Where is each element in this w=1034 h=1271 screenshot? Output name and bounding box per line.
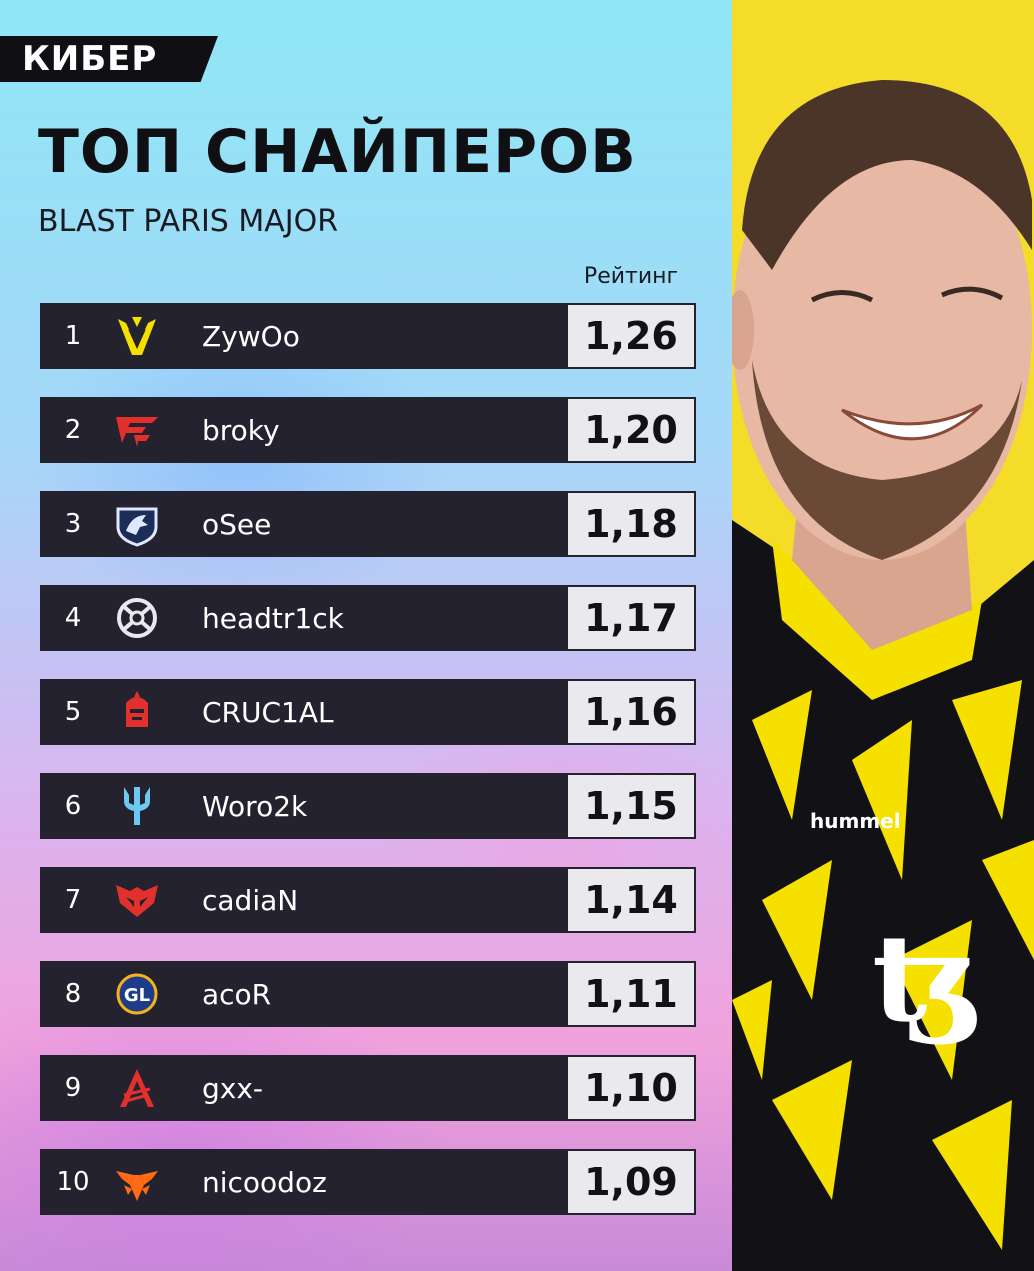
liquid-logo-icon (108, 498, 166, 550)
ranking-row: 5 CRUC1AL 1,16 (40, 679, 696, 745)
rank-number: 10 (56, 1167, 90, 1197)
rating-column-header: Рейтинг (583, 264, 679, 289)
heroic-logo-icon (108, 874, 166, 926)
rank-number: 8 (64, 979, 82, 1009)
ranking-row: 9 gxx- 1,10 (40, 1055, 696, 1121)
rank-number: 7 (64, 885, 82, 915)
rank-number: 6 (64, 791, 82, 821)
rank-number: 9 (64, 1073, 82, 1103)
player-name: broky (202, 413, 280, 447)
player-photo-illustration: hummel ꜩ (732, 80, 1034, 1271)
nip-logo-icon (108, 592, 166, 644)
player-name: CRUC1AL (202, 695, 334, 729)
player-name: gxx- (202, 1071, 264, 1105)
ranking-row: 10 nicoodoz 1,09 (40, 1149, 696, 1215)
player-name: ZywOo (202, 319, 300, 353)
faze-logo-icon (108, 404, 166, 456)
player-photo: hummel ꜩ (732, 0, 1034, 1271)
rating-value: 1,15 (566, 773, 696, 839)
player-name: oSee (202, 507, 272, 541)
ranking-row: 6 Woro2k 1,15 (40, 773, 696, 839)
rank-number: 3 (64, 509, 82, 539)
rating-value: 1,16 (566, 679, 696, 745)
rating-value: 1,09 (566, 1149, 696, 1215)
apeks-logo-icon (108, 1062, 166, 1114)
page-subtitle: BLAST PARIS MAJOR (38, 204, 339, 239)
rating-value: 1,26 (566, 303, 696, 369)
brand-logo-text: КИБЕР (22, 39, 158, 79)
player-name: acoR (202, 977, 272, 1011)
ranking-row: 1 ZywOo 1,26 (40, 303, 696, 369)
player-name: nicoodoz (202, 1165, 327, 1199)
svg-text:ꜩ: ꜩ (872, 908, 981, 1049)
rating-value: 1,10 (566, 1055, 696, 1121)
ranking-list: 1 ZywOo 1,26 2 broky 1,20 3 oSee 1,18 4 … (40, 303, 696, 1243)
svg-text:hummel: hummel (810, 809, 901, 833)
gamerlegion-logo-icon: GL (108, 968, 166, 1020)
player-name: headtr1ck (202, 601, 344, 635)
ranking-row: 8 GL acoR 1,11 (40, 961, 696, 1027)
rank-number: 2 (64, 415, 82, 445)
rating-value: 1,18 (566, 491, 696, 557)
trident-logo-icon (108, 780, 166, 832)
page-title: ТОП СНАЙПЕРОВ (38, 117, 637, 187)
rank-number: 1 (64, 321, 82, 351)
ranking-row: 4 headtr1ck 1,17 (40, 585, 696, 651)
fnatic-logo-icon (108, 1156, 166, 1208)
rating-value: 1,17 (566, 585, 696, 651)
knight-helmet-logo-icon (108, 686, 166, 738)
rating-value: 1,20 (566, 397, 696, 463)
ranking-row: 3 oSee 1,18 (40, 491, 696, 557)
player-name: Woro2k (202, 789, 308, 823)
vitality-logo-icon (108, 310, 166, 362)
rating-value: 1,11 (566, 961, 696, 1027)
ranking-row: 2 broky 1,20 (40, 397, 696, 463)
rating-value: 1,14 (566, 867, 696, 933)
brand-logo: КИБЕР (0, 36, 218, 82)
ranking-row: 7 cadiaN 1,14 (40, 867, 696, 933)
svg-text:GL: GL (124, 985, 150, 1006)
rank-number: 4 (64, 603, 82, 633)
rank-number: 5 (64, 697, 82, 727)
player-name: cadiaN (202, 883, 299, 917)
